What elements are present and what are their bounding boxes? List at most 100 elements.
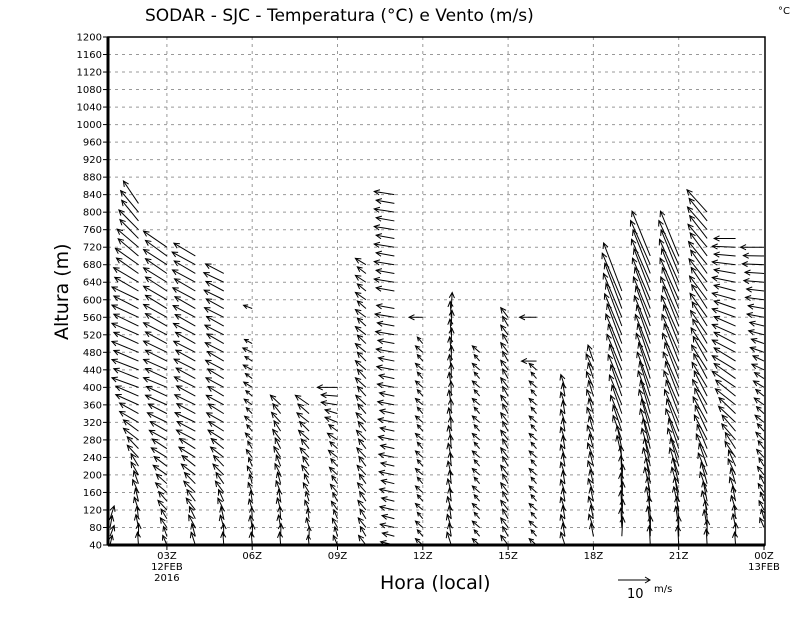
wind-arrow — [217, 488, 225, 502]
wind-arrow — [587, 495, 594, 511]
wind-arrow-shaft — [560, 374, 566, 388]
wind-arrow-shaft — [732, 513, 737, 528]
wind-arrow — [688, 257, 708, 283]
wind-arrow-head — [606, 333, 612, 341]
wind-arrow-head — [333, 508, 338, 515]
wind-arrow — [471, 520, 480, 528]
wind-arrow-shaft — [745, 296, 765, 301]
wind-arrow-head — [585, 352, 592, 360]
wind-arrow — [359, 508, 367, 519]
wind-arrow-head — [416, 458, 422, 464]
wind-arrow-head — [210, 437, 218, 445]
wind-arrow-head — [172, 242, 180, 249]
wind-arrow-shaft — [218, 489, 225, 502]
wind-arrow-shaft — [638, 342, 651, 379]
wind-arrow-shaft — [713, 331, 736, 344]
wind-arrow-shaft — [171, 251, 196, 266]
wind-arrow — [301, 464, 310, 476]
wind-arrow-shaft — [690, 267, 708, 292]
wind-arrow-head — [206, 368, 214, 375]
wind-arrow-head — [619, 515, 626, 523]
wind-arrow-head — [586, 406, 592, 414]
wind-arrow — [218, 514, 225, 528]
wind-arrow-shaft — [588, 416, 594, 432]
wind-arrow-shaft — [374, 261, 395, 266]
wind-arrow-shaft — [160, 508, 168, 519]
wind-arrow — [357, 420, 367, 432]
wind-arrow-head — [142, 267, 150, 274]
wind-arrow-head — [241, 347, 248, 353]
wind-arrow-head — [247, 481, 253, 488]
wind-arrow — [376, 338, 395, 345]
wind-arrow-head — [471, 537, 478, 544]
wind-arrow-shaft — [416, 424, 424, 432]
wind-arrow-head — [376, 338, 384, 345]
wind-arrow — [320, 400, 338, 407]
wind-arrow — [473, 423, 481, 432]
wind-arrow — [248, 489, 255, 502]
wind-arrow-shaft — [447, 461, 452, 476]
wind-arrow — [605, 313, 623, 353]
wind-arrow — [306, 525, 312, 537]
wind-arrow-shaft — [334, 526, 338, 537]
wind-arrow-shaft — [756, 423, 765, 432]
wind-arrow-head — [356, 283, 363, 290]
wind-arrow — [689, 292, 708, 318]
wind-arrow-shaft — [718, 406, 736, 423]
wind-arrow-head — [759, 491, 765, 498]
wind-arrow-shaft — [355, 309, 367, 318]
wind-arrow-head — [273, 419, 280, 427]
wind-arrow — [729, 494, 737, 511]
wind-arrow-head — [173, 358, 181, 365]
wind-arrow-shaft — [378, 357, 395, 362]
wind-arrow-shaft — [751, 363, 765, 371]
wind-arrow-shaft — [644, 467, 651, 493]
wind-arrow-head — [173, 412, 182, 418]
wind-arrow-shaft — [449, 319, 452, 335]
wind-arrow-head — [204, 342, 212, 348]
wind-arrow-shaft — [500, 500, 509, 511]
wind-arrow-shaft — [724, 432, 736, 449]
wind-arrow-shaft — [473, 459, 481, 467]
wind-arrow — [447, 504, 454, 519]
chart-title: SODAR - SJC - Temperatura (°C) e Vento (… — [145, 6, 534, 26]
wind-arrow — [528, 362, 537, 371]
wind-arrow — [357, 516, 367, 528]
wind-arrow-head — [757, 482, 764, 489]
wind-arrow — [243, 338, 253, 344]
wind-arrow — [144, 331, 168, 344]
wind-arrow-shaft — [134, 488, 139, 502]
wind-arrow-head — [182, 480, 190, 487]
wind-arrow-head — [530, 423, 536, 429]
wind-arrow-head — [374, 250, 383, 257]
wind-arrow — [690, 266, 708, 292]
wind-arrow-shaft — [700, 462, 708, 484]
wind-arrow-shaft — [635, 333, 651, 371]
wind-arrow-head — [704, 518, 711, 526]
x-axis-label: Hora (local) — [380, 572, 491, 594]
wind-arrow-head — [181, 454, 188, 462]
wind-arrow-shaft — [586, 389, 594, 406]
wind-arrow-head — [243, 338, 249, 344]
wind-arrow-head — [246, 423, 251, 429]
wind-arrow-shaft — [665, 408, 680, 441]
wind-arrow-head — [520, 358, 528, 365]
wind-arrow — [220, 531, 227, 546]
wind-arrow-head — [742, 252, 750, 259]
wind-arrow-head — [639, 379, 646, 387]
wind-arrow-head — [500, 306, 507, 314]
wind-arrow — [759, 491, 765, 502]
wind-arrow-shaft — [587, 344, 594, 362]
wind-arrow — [354, 342, 367, 353]
wind-arrow-shaft — [502, 421, 509, 432]
wind-arrow-head — [243, 415, 250, 421]
wind-arrow-shaft — [711, 370, 736, 388]
wind-arrow — [176, 421, 196, 432]
wind-arrow-shaft — [359, 491, 367, 502]
wind-arrow — [416, 511, 424, 520]
wind-arrow — [530, 441, 537, 449]
wind-arrow-head — [660, 275, 666, 283]
wind-arrow-shaft — [358, 535, 367, 546]
wind-arrow-shaft — [380, 462, 395, 467]
